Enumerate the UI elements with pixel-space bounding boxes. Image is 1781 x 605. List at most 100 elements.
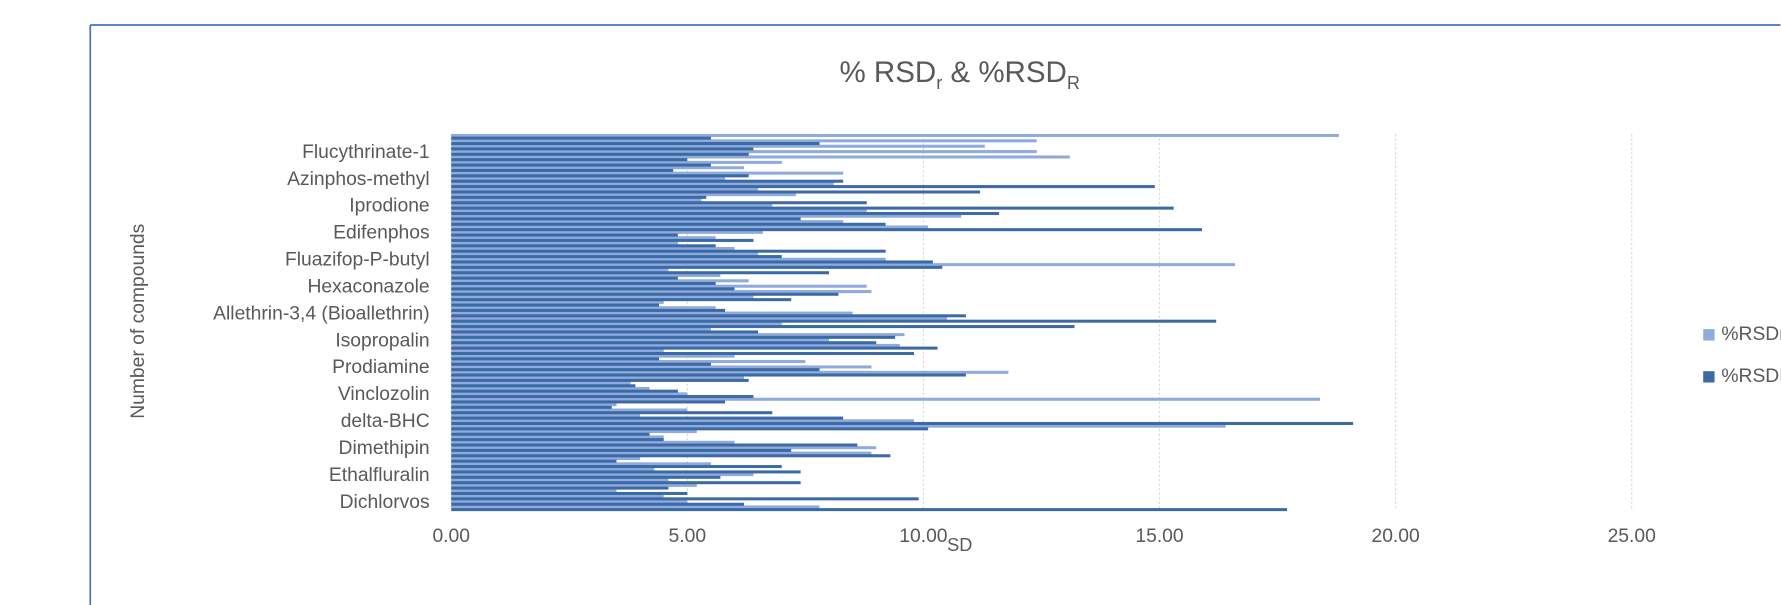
bar: [451, 292, 839, 296]
bar: [451, 351, 914, 356]
bar: [451, 333, 905, 337]
bar: [451, 185, 1155, 189]
bar: [451, 311, 853, 315]
y-tick-label: Flucythrinate-1: [302, 142, 430, 163]
bar: [451, 408, 688, 412]
bar: [451, 163, 711, 167]
bar: [451, 494, 664, 498]
x-tick-label: 10.00: [899, 526, 947, 547]
bar: [451, 483, 697, 487]
bar: [451, 338, 829, 342]
bar: [451, 139, 1037, 143]
bar: [451, 389, 678, 393]
bar: [451, 287, 735, 291]
bar: [451, 268, 669, 272]
bar: [451, 370, 1009, 374]
bar: [451, 233, 678, 237]
bar: [451, 343, 900, 347]
y-tick-label: Dimethipin: [339, 438, 430, 459]
y-tick-label: Isopropalin: [335, 330, 429, 351]
bar: [451, 448, 792, 452]
bar: [451, 225, 929, 229]
bar: [451, 147, 754, 151]
bar: [451, 203, 773, 207]
title-sub: R: [1067, 73, 1080, 93]
bar: [451, 325, 1075, 329]
bar: [451, 133, 1339, 137]
bar: [451, 284, 867, 288]
bar: [451, 462, 711, 466]
legend-swatch: [1703, 329, 1715, 341]
bar: [451, 244, 716, 248]
bar: [451, 357, 659, 361]
bar: [451, 489, 617, 493]
bar: [451, 255, 782, 259]
bar: [451, 508, 1288, 512]
bar: [451, 319, 1217, 323]
bar: [451, 354, 735, 358]
bar: [451, 438, 664, 442]
bar: [451, 316, 948, 321]
bar: [451, 459, 617, 463]
y-tick-label: Azinphos-methyl: [287, 169, 430, 190]
bar: [451, 160, 782, 164]
title-sub: r: [936, 73, 942, 93]
bar: [451, 467, 655, 471]
bar: [451, 249, 886, 253]
bar: [451, 365, 872, 369]
bar: [451, 212, 999, 216]
x-tick-label: 20.00: [1371, 526, 1419, 547]
bar: [451, 214, 962, 218]
bar: [451, 308, 726, 312]
bar: [451, 152, 749, 156]
bar: [451, 424, 1226, 428]
bar: [451, 395, 754, 399]
bar: [451, 276, 678, 280]
bar: [451, 257, 886, 261]
bar: [451, 252, 759, 256]
legend-swatch: [1703, 371, 1715, 383]
bar: [451, 300, 664, 304]
bar: [451, 443, 858, 447]
bar: [451, 263, 1236, 267]
bar: [451, 236, 716, 240]
title-part: & %RSD: [942, 56, 1067, 89]
bar: [451, 298, 792, 302]
bar: [451, 281, 716, 286]
bar: [451, 440, 735, 444]
y-tick-label: Iprodione: [349, 196, 429, 217]
bar: [451, 295, 754, 299]
bar: [451, 187, 759, 191]
y-axis-label: Number of compounds: [128, 224, 149, 419]
bar: [451, 451, 872, 455]
bar: [451, 222, 886, 226]
bar: [451, 446, 877, 450]
bar: [451, 360, 806, 364]
bar: [451, 273, 721, 277]
y-tick-label: Edifenphos: [333, 223, 429, 244]
bar: [451, 500, 688, 504]
bar: [451, 136, 711, 140]
bar: [451, 381, 631, 385]
y-tick-label: delta-BHC: [341, 411, 430, 432]
bar: [451, 400, 726, 404]
x-axis-label: SD: [947, 535, 972, 555]
bar: [451, 373, 966, 377]
chart-title: % RSDr & %RSDR: [839, 56, 1079, 93]
bar: [451, 473, 754, 477]
bar: [451, 168, 674, 172]
bar: [451, 502, 744, 506]
bar: [451, 386, 650, 390]
bar: [451, 478, 669, 482]
bar: [451, 349, 664, 353]
bar: [451, 193, 796, 197]
bar: [451, 435, 664, 439]
bar: [451, 322, 782, 326]
bar: [451, 368, 820, 372]
bar: [451, 174, 749, 178]
bar: [451, 201, 867, 205]
bar: [451, 397, 1321, 401]
bar: [451, 427, 929, 431]
